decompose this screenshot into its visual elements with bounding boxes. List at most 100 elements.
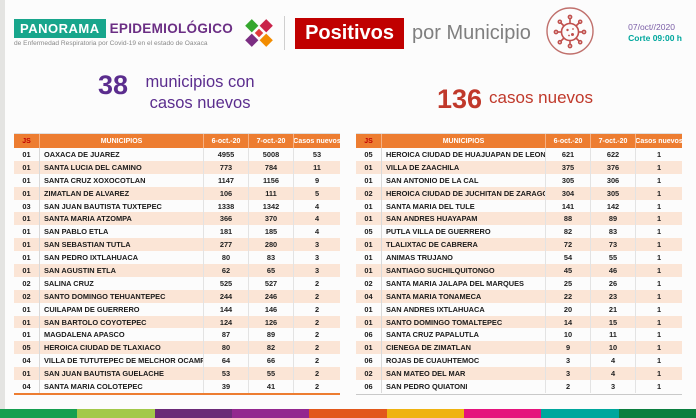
js-cell: 04 — [364, 291, 373, 301]
js-cell: 01 — [364, 304, 373, 314]
count-6oct-cell: 141 — [545, 199, 590, 213]
count-7oct-cell: 73 — [590, 238, 635, 252]
count-6oct-cell: 181 — [203, 225, 248, 239]
count-6oct-cell: 25 — [545, 276, 590, 290]
count-7oct-cell: 142 — [590, 199, 635, 213]
table-row: 04 VILLA DE TUTUTEPEC DE MELCHOR OCAMPO 64… — [14, 354, 340, 368]
casos-nuevos-cell: 3 — [293, 251, 340, 265]
casos-nuevos-cell: 1 — [635, 276, 682, 290]
left-edge-strip — [0, 0, 5, 409]
count-7oct-cell: 376 — [590, 160, 635, 174]
casos-nuevos-cell: 1 — [635, 225, 682, 239]
table-row: 06 SANTA CRUZ PAPALUTLA 10 11 1 — [356, 328, 682, 342]
municipios-count-label: municipios con casos nuevos — [145, 73, 255, 112]
casos-nuevos-count: 136 — [436, 84, 483, 114]
column-header-js-cell: JS — [22, 137, 31, 145]
table-row: 01 SAN AGUSTIN ETLA 62 65 3 — [14, 264, 340, 277]
casos-nuevos-cell: 1 — [635, 264, 682, 277]
count-6oct-cell: 773 — [203, 160, 248, 174]
brand-block: PANORAMA EPIDEMIOLÓGICO de Enfermedad Re… — [14, 16, 276, 50]
footer-stripe-segment — [541, 409, 619, 418]
table-row: 03 SAN JUAN BAUTISTA TUXTEPEC 1338 1342 4 — [14, 199, 340, 213]
table-header-row: JS MUNICIPIOS 6-oct.-20 7-oct.-20 Casos nuev… — [14, 134, 340, 148]
header-divider — [284, 16, 286, 50]
municipio-cell: SANTA LUCIA DEL CAMINO — [39, 160, 203, 174]
count-7oct-cell: 4 — [590, 367, 635, 381]
count-7oct-cell: 370 — [248, 212, 293, 226]
casos-nuevos-cell: 2 — [293, 302, 340, 316]
count-6oct-cell: 88 — [545, 212, 590, 226]
municipio-cell: ROJAS DE CUAUHTEMOC — [381, 354, 545, 368]
count-6oct-cell: 3 — [545, 354, 590, 368]
casos-nuevos-cell: 2 — [293, 289, 340, 303]
js-cell: 04 — [22, 381, 31, 391]
js-cell: 01 — [22, 304, 31, 314]
municipios-count: 38 — [97, 70, 129, 100]
casos-nuevos-label: casos nuevos — [489, 88, 593, 107]
js-cell: 01 — [22, 330, 31, 340]
casos-nuevos-cell: 1 — [635, 148, 682, 161]
js-cell: 02 — [22, 278, 31, 288]
count-6oct-cell: 64 — [203, 354, 248, 368]
table-row: 02 SAN MATEO DEL MAR 3 4 1 — [356, 367, 682, 381]
brand-text: PANORAMA EPIDEMIOLÓGICO de Enfermedad Re… — [14, 19, 233, 47]
municipio-cell: SAN JUAN BAUTISTA TUXTEPEC — [39, 199, 203, 213]
count-7oct-cell: 146 — [248, 302, 293, 316]
js-cell: 06 — [364, 330, 373, 340]
casos-nuevos-cell: 1 — [635, 238, 682, 252]
count-7oct-cell: 1342 — [248, 199, 293, 213]
column-header-casos-nuevos-cell: Casos nuevos — [293, 134, 340, 148]
column-header-js-cell: JS — [364, 137, 373, 145]
municipio-cell: SANTA CRUZ PAPALUTLA — [381, 328, 545, 342]
municipio-cell: SAN PEDRO IXTLAHUACA — [39, 251, 203, 265]
footer-stripe-segment — [309, 409, 387, 418]
count-7oct-cell: 66 — [248, 354, 293, 368]
count-7oct-cell: 185 — [248, 225, 293, 239]
count-7oct-cell: 126 — [248, 315, 293, 329]
municipio-cell: VILLA DE ZAACHILA — [381, 160, 545, 174]
municipio-cell: SANTA MARIA DEL TULE — [381, 199, 545, 213]
table-row: 01 SAN PEDRO IXTLAHUACA 80 83 3 — [14, 251, 340, 265]
casos-nuevos-cell: 1 — [635, 289, 682, 303]
count-7oct-cell: 89 — [590, 212, 635, 226]
casos-nuevos-cell: 1 — [635, 212, 682, 226]
column-header-casos-nuevos-cell: Casos nuevos — [635, 134, 682, 148]
count-6oct-cell: 22 — [545, 289, 590, 303]
casos-nuevos-cell: 4 — [293, 212, 340, 226]
count-6oct-cell: 375 — [545, 160, 590, 174]
table-row: 02 SANTA MARIA JALAPA DEL MARQUES 25 26 1 — [356, 276, 682, 290]
casos-nuevos-cell: 3 — [293, 264, 340, 277]
count-6oct-cell: 53 — [203, 367, 248, 381]
js-cell: 01 — [22, 253, 31, 263]
count-7oct-cell: 21 — [590, 302, 635, 316]
page-header: PANORAMA EPIDEMIOLÓGICO de Enfermedad Re… — [14, 6, 692, 60]
table-row: 01 ANIMAS TRUJANO 54 55 1 — [356, 251, 682, 265]
table-row: 01 SANTA LUCIA DEL CAMINO 773 784 11 — [14, 160, 340, 174]
footer-stripe-segment — [463, 409, 542, 418]
count-7oct-cell: 83 — [590, 225, 635, 239]
count-6oct-cell: 305 — [545, 173, 590, 187]
brand-subtitle: de Enfermedad Respiratoria por Covid-19 … — [14, 40, 208, 47]
count-7oct-cell: 26 — [590, 276, 635, 290]
js-cell: 06 — [364, 381, 373, 391]
column-header-count-6oct-cell: 6-oct.-20 — [545, 134, 590, 148]
count-6oct-cell: 80 — [203, 251, 248, 265]
casos-nuevos-cell: 2 — [293, 367, 340, 381]
count-7oct-cell: 55 — [590, 251, 635, 265]
js-cell: 01 — [22, 227, 31, 237]
count-6oct-cell: 144 — [203, 302, 248, 316]
count-6oct-cell: 2 — [545, 380, 590, 393]
count-7oct-cell: 5008 — [248, 148, 293, 161]
footer-stripe-segment — [386, 409, 464, 418]
count-6oct-cell: 45 — [545, 264, 590, 277]
table-row: 01 TLALIXTAC DE CABRERA 72 73 1 — [356, 238, 682, 252]
count-7oct-cell: 65 — [248, 264, 293, 277]
count-7oct-cell: 3 — [590, 380, 635, 393]
municipio-cell: MAGDALENA APASCO — [39, 328, 203, 342]
count-7oct-cell: 305 — [590, 186, 635, 200]
summary-municipios: 38 municipios con casos nuevos — [14, 64, 348, 128]
count-7oct-cell: 306 — [590, 173, 635, 187]
casos-nuevos-cell: 2 — [293, 354, 340, 368]
municipio-cell: SAN BARTOLO COYOTEPEC — [39, 315, 203, 329]
table-row: 02 SANTO DOMINGO TEHUANTEPEC 244 246 2 — [14, 289, 340, 303]
